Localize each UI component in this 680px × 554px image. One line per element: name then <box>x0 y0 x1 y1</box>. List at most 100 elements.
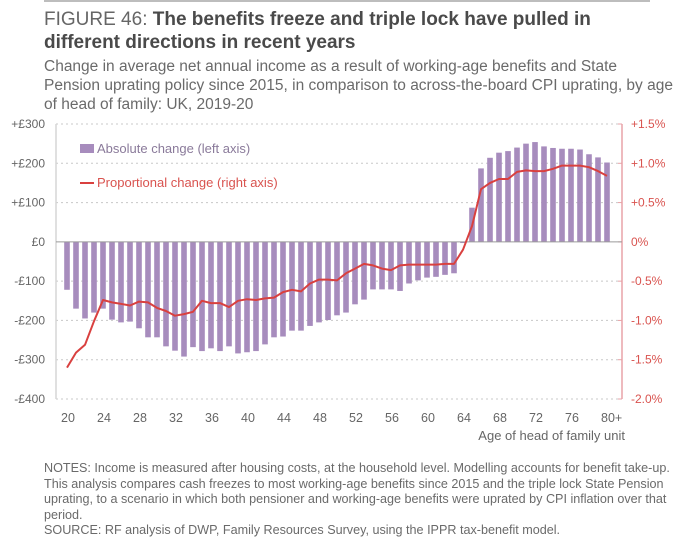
bar <box>280 241 286 337</box>
x-tick-label: 24 <box>97 411 111 425</box>
bar <box>91 241 97 313</box>
bar <box>334 241 340 316</box>
right-tick-label: -2.0% <box>631 392 663 406</box>
legend: Absolute change (left axis) Proportional… <box>80 141 278 190</box>
bar <box>325 241 331 321</box>
bar <box>433 241 439 277</box>
bar <box>145 241 151 338</box>
x-tick-label: 48 <box>313 411 327 425</box>
bar <box>478 168 484 242</box>
bar <box>226 241 232 347</box>
bar <box>64 241 70 290</box>
figure-heading: The benefits freeze and triple lock have… <box>44 9 591 53</box>
x-tick-label: 80+ <box>601 411 622 425</box>
left-tick-label: +£300 <box>11 117 45 131</box>
top-rule <box>44 0 650 2</box>
x-tick-label: 32 <box>169 411 183 425</box>
figure-subtitle: Change in average net annual income as a… <box>44 58 673 113</box>
x-tick-label: 76 <box>565 411 579 425</box>
bar <box>586 154 592 242</box>
left-tick-label: -£100 <box>14 274 45 288</box>
bar <box>154 241 160 338</box>
bar <box>379 241 385 290</box>
bar <box>262 241 268 345</box>
bar <box>550 147 556 242</box>
bar <box>532 142 538 242</box>
bar <box>460 241 466 244</box>
bar <box>298 241 304 331</box>
bar <box>271 241 277 338</box>
bar <box>217 241 223 352</box>
x-tick-label: 72 <box>529 411 543 425</box>
bar <box>352 241 358 305</box>
x-tick-label: 60 <box>421 411 435 425</box>
notes-block: NOTES: Income is measured after housing … <box>44 461 674 539</box>
bar <box>82 241 88 319</box>
figure-title: FIGURE 46: The benefits freeze and tripl… <box>44 8 664 54</box>
right-tick-label: -1.5% <box>631 353 663 367</box>
bar <box>424 241 430 278</box>
bar <box>406 241 412 284</box>
x-tick-label: 56 <box>385 411 399 425</box>
x-axis: 20 24 28 32 36 40 44 48 52 56 60 64 68 72 76 80+ <box>61 411 622 425</box>
bar <box>316 241 322 323</box>
x-axis-label: Age of head of family unit <box>478 428 625 443</box>
bar <box>289 241 295 331</box>
bar <box>595 157 601 242</box>
notes-text: NOTES: Income is measured after housing … <box>44 461 670 522</box>
x-tick-label: 40 <box>241 411 255 425</box>
right-tick-label: +1.0% <box>631 156 666 170</box>
x-tick-label: 68 <box>493 411 507 425</box>
x-tick-label: 52 <box>349 411 363 425</box>
x-tick-label: 64 <box>457 411 471 425</box>
left-axis: +£300 +£200 +£100 £0 -£100 -£200 -£300 -£400 <box>11 117 57 406</box>
right-tick-label: 0% <box>631 235 649 249</box>
bar <box>487 157 493 242</box>
x-tick-label: 44 <box>277 411 291 425</box>
bar <box>442 241 448 275</box>
bar <box>199 241 205 352</box>
bar <box>109 241 115 320</box>
bar <box>388 241 394 290</box>
bar <box>136 241 142 329</box>
left-tick-label: +£100 <box>11 196 45 210</box>
left-tick-label: £0 <box>32 235 46 249</box>
line-series <box>66 164 608 369</box>
bar <box>343 241 349 313</box>
figure-label: FIGURE 46: <box>44 9 153 30</box>
bar <box>100 241 106 309</box>
legend-bar-swatch <box>80 144 94 153</box>
x-tick-label: 28 <box>133 411 147 425</box>
bar <box>541 146 547 242</box>
source-text: SOURCE: RF analysis of DWP, Family Resou… <box>44 523 561 537</box>
bar <box>568 148 574 242</box>
bar <box>127 241 133 322</box>
bar <box>163 241 169 347</box>
bar <box>415 241 421 281</box>
x-tick-label: 20 <box>61 411 75 425</box>
bar <box>604 162 610 242</box>
bar <box>253 241 259 352</box>
bar <box>235 241 241 354</box>
bar <box>118 241 124 323</box>
legend-line-label: Proportional change (right axis) <box>97 175 278 190</box>
proportional-change-line <box>66 164 608 369</box>
bar <box>577 149 583 242</box>
bar <box>244 241 250 353</box>
bar <box>559 148 565 242</box>
bar <box>496 152 502 242</box>
x-tick-label: 36 <box>205 411 219 425</box>
right-tick-label: +1.5% <box>631 117 666 131</box>
left-tick-label: +£200 <box>11 156 45 170</box>
right-tick-label: +0.5% <box>631 196 666 210</box>
left-tick-label: -£400 <box>14 392 45 406</box>
left-tick-label: -£300 <box>14 353 45 367</box>
right-axis: +1.5% +1.0% +0.5% 0% -0.5% -1.0% -1.5% -2.0% <box>618 117 666 406</box>
bar <box>523 143 529 242</box>
bar <box>208 241 214 349</box>
bar <box>190 241 196 348</box>
bar <box>181 241 187 357</box>
bar <box>172 241 178 351</box>
bar <box>514 147 520 242</box>
chart: +£300 +£200 +£100 £0 -£100 -£200 -£300 -£400 +1… <box>11 117 666 443</box>
